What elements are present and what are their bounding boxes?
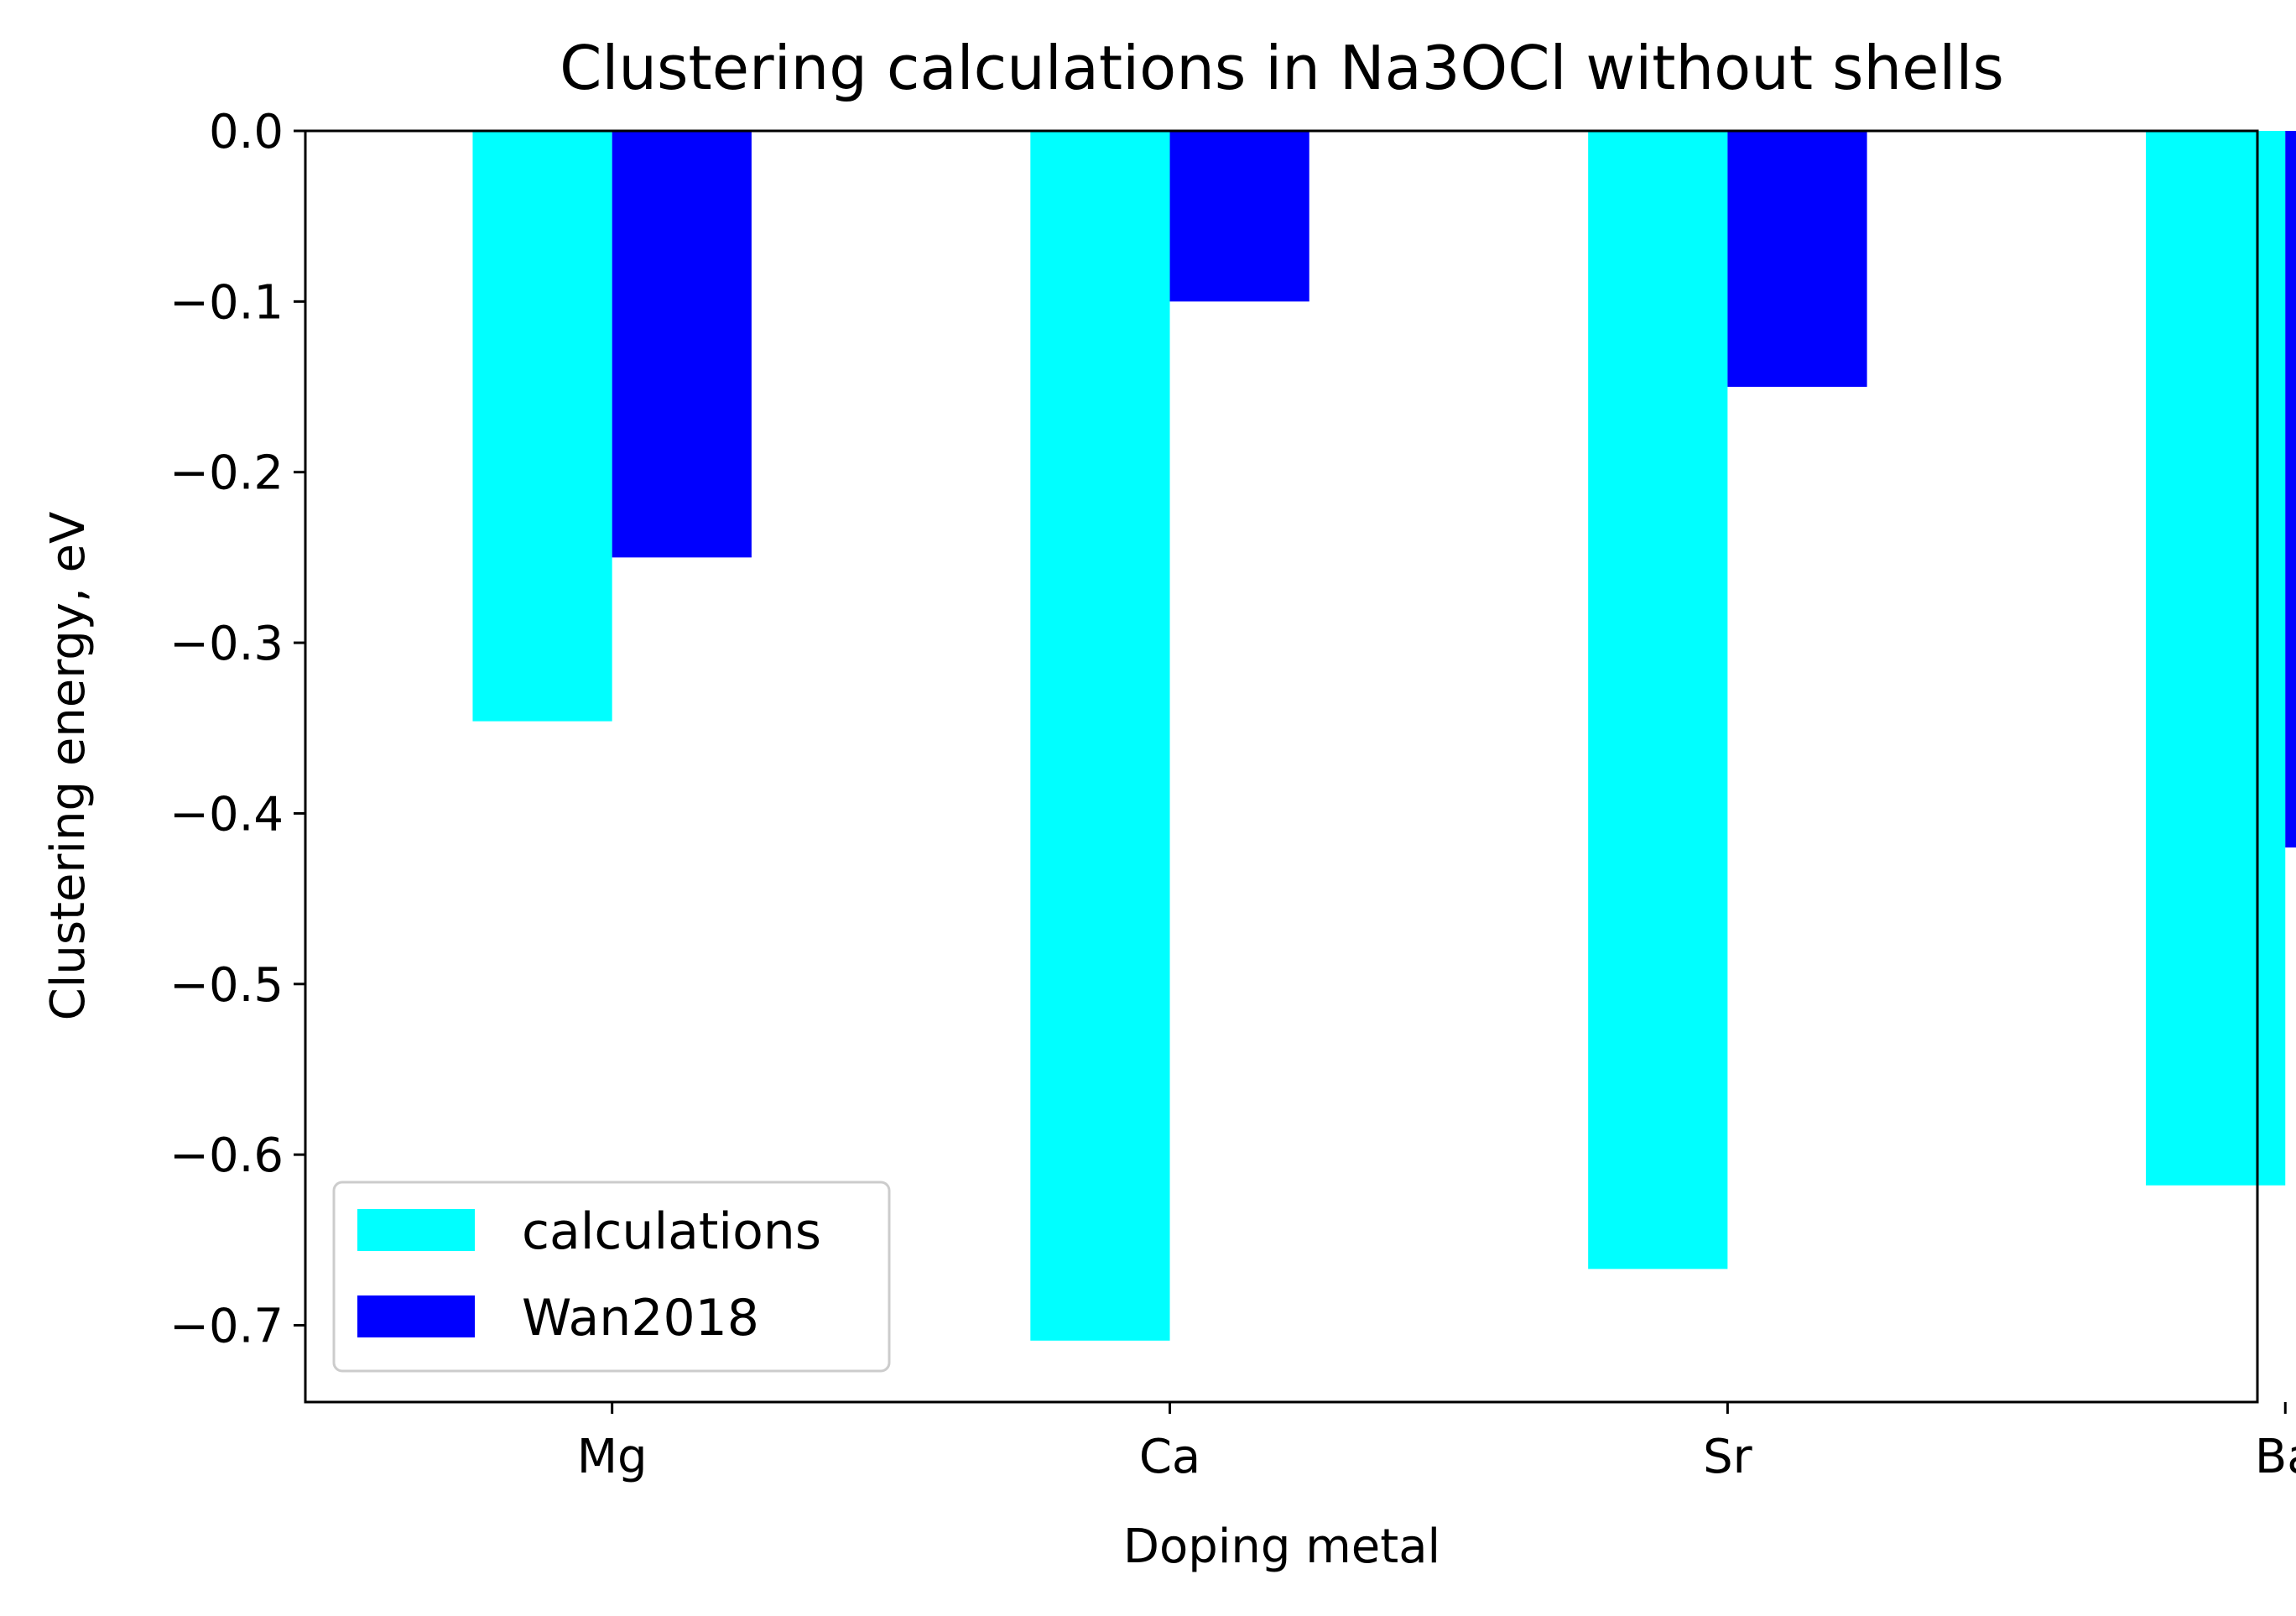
legend: calculations Wan2018 <box>332 1181 891 1373</box>
x-tick-label-ca: Ca <box>1139 1430 1200 1484</box>
legend-label-wan2018: Wan2018 <box>522 1289 759 1348</box>
legend-label-calculations: calculations <box>522 1202 821 1261</box>
y-tick-label: −0.1 <box>169 275 284 330</box>
bar-wan2018-mg <box>612 131 752 558</box>
x-tick-label-mg: Mg <box>577 1430 648 1484</box>
x-axis-ticks: Mg Ca Sr Ba <box>577 1402 2296 1484</box>
y-axis-ticks: 0.0 −0.1 −0.2 −0.3 −0.4 −0.5 −0.6 −0.7 <box>169 105 305 1353</box>
bar-calculations-ba <box>2146 131 2286 1186</box>
y-tick-label: 0.0 <box>209 105 284 159</box>
y-tick-label: −0.3 <box>169 617 284 671</box>
y-tick-label: −0.7 <box>169 1299 284 1353</box>
y-tick-label: −0.6 <box>169 1129 284 1183</box>
x-tick-label-sr: Sr <box>1703 1430 1753 1484</box>
bar-calculations-sr <box>1588 131 1728 1269</box>
y-tick-label: −0.2 <box>169 446 284 501</box>
legend-swatch-calculations <box>357 1209 475 1251</box>
bar-wan2018-ca <box>1169 131 1309 302</box>
plot-frame <box>304 129 2259 1404</box>
bar-wan2018-sr <box>1727 131 1867 388</box>
y-axis-label: Clustering energy, eV <box>41 512 96 1021</box>
bar-calculations-mg <box>472 131 612 722</box>
bars-group <box>472 131 2296 1341</box>
bar-wan2018-ba <box>2285 131 2296 848</box>
y-tick-label: −0.5 <box>169 958 284 1013</box>
y-tick-label: −0.4 <box>169 787 284 842</box>
chart-title: Clustering calculations in Na3OCl withou… <box>560 33 2004 103</box>
bar-calculations-ca <box>1030 131 1170 1341</box>
x-axis-label: Doping metal <box>1123 1520 1440 1574</box>
legend-swatch-wan2018 <box>357 1295 475 1337</box>
x-tick-label-ba: Ba <box>2255 1430 2296 1484</box>
